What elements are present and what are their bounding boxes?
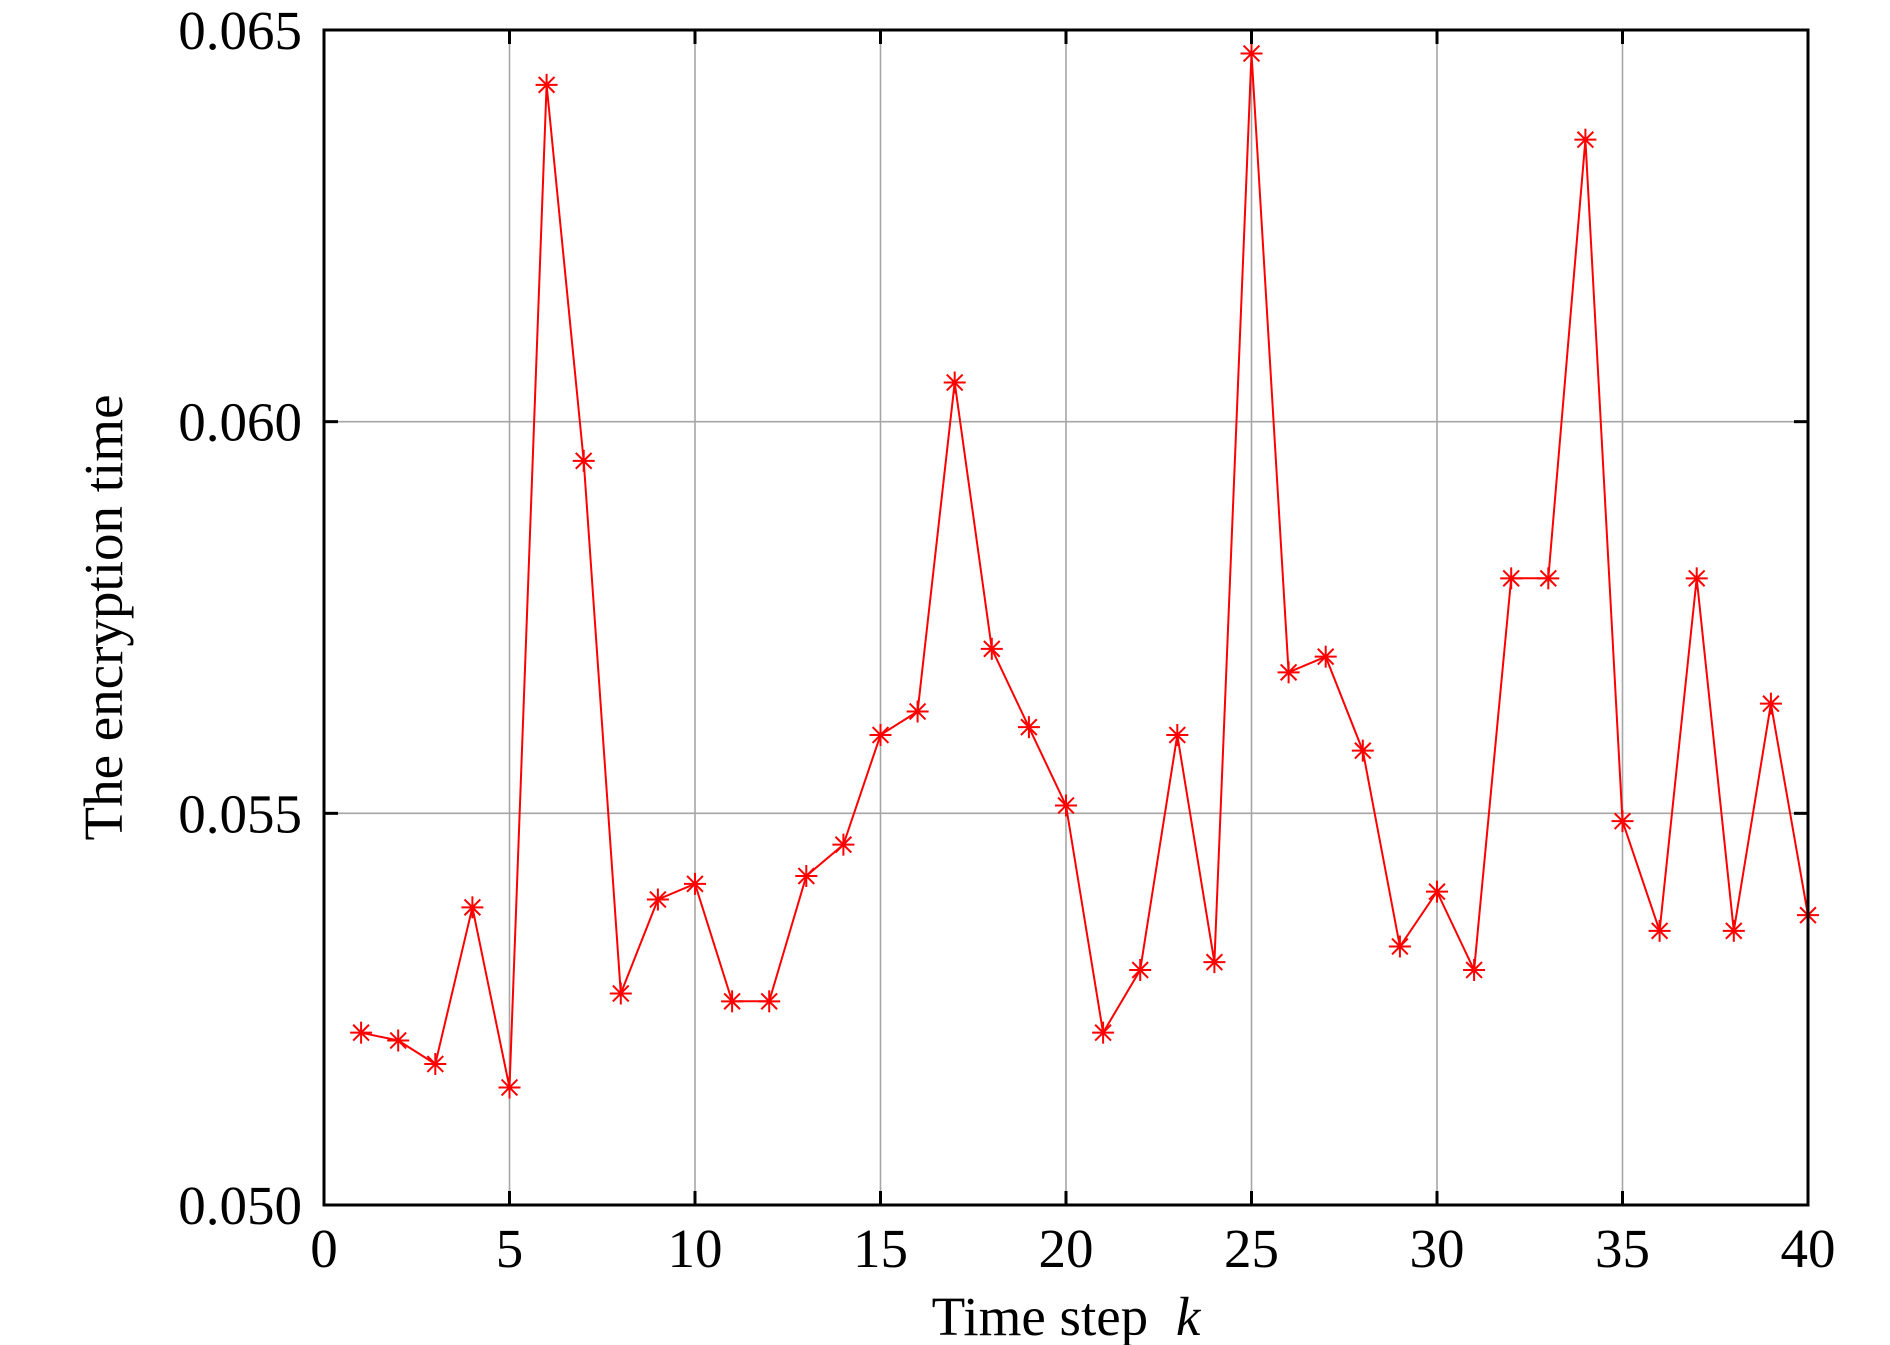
data-point-marker — [535, 73, 558, 96]
data-point-marker — [1166, 724, 1189, 746]
x-tick-label: 5 — [496, 1218, 524, 1279]
data-point-marker — [1500, 567, 1523, 590]
data-point-marker — [1685, 567, 1708, 590]
x-tick-label: 30 — [1410, 1218, 1465, 1279]
data-point-marker — [721, 990, 744, 1013]
y-tick-label: 0.055 — [178, 783, 302, 844]
data-point-marker — [646, 888, 669, 911]
x-tick-label: 15 — [853, 1218, 908, 1279]
x-tick-label: 10 — [668, 1218, 723, 1279]
data-point-marker — [1055, 794, 1077, 817]
data-point-marker — [1277, 661, 1300, 684]
x-tick-label: 25 — [1224, 1218, 1279, 1279]
y-tick-label: 0.065 — [178, 0, 302, 61]
data-point-marker — [906, 700, 929, 723]
data-point-marker — [387, 1029, 410, 1052]
data-point-marker — [461, 896, 484, 919]
y-tick-labels: 0.050 0.055 0.060 0.065 — [178, 0, 302, 1236]
data-point-marker — [684, 872, 706, 895]
x-tick-label: 20 — [1039, 1218, 1094, 1279]
x-tick-label: 40 — [1781, 1218, 1836, 1279]
data-point-marker — [1537, 567, 1560, 590]
data-point-marker — [1574, 128, 1597, 151]
data-point-marker — [1351, 739, 1374, 762]
x-tick-labels: 0 5 10 15 20 25 30 35 40 — [310, 1218, 1835, 1279]
series-line — [360, 53, 1809, 1088]
data-point-marker — [1759, 692, 1782, 715]
data-point-marker — [1092, 1021, 1115, 1044]
data-point-marker — [498, 1076, 521, 1099]
data-point-marker — [1722, 919, 1745, 942]
data-point-marker — [1017, 716, 1040, 739]
data-point-marker — [1648, 919, 1671, 942]
data-point-marker — [1611, 810, 1634, 833]
data-series — [350, 42, 1819, 1099]
data-point-marker — [1203, 951, 1226, 974]
x-tick-label: 35 — [1595, 1218, 1650, 1279]
data-point-marker — [1426, 880, 1448, 903]
grid-lines — [324, 30, 1808, 1205]
data-point-marker — [572, 449, 595, 472]
data-point-marker — [1129, 959, 1152, 981]
x-axis-title: Time step k — [932, 1286, 1202, 1345]
y-tick-label: 0.060 — [178, 392, 302, 453]
y-tick-label: 0.050 — [178, 1175, 302, 1236]
data-point-marker — [795, 865, 818, 887]
axis-ticks — [322, 28, 1810, 1207]
data-point-marker — [609, 982, 632, 1005]
x-axis-title-var: k — [1176, 1286, 1202, 1345]
y-axis-title: The encryption time — [73, 395, 134, 841]
data-point-marker — [424, 1053, 447, 1075]
data-point-marker — [1388, 935, 1411, 958]
data-point-marker — [350, 1021, 373, 1044]
data-point-marker — [869, 724, 892, 746]
data-point-marker — [980, 637, 1003, 660]
data-point-marker — [758, 990, 781, 1013]
x-tick-label: 0 — [310, 1218, 338, 1279]
data-point-marker — [1463, 959, 1486, 981]
data-point-marker — [1314, 645, 1337, 668]
data-point-marker — [832, 833, 855, 856]
data-point-marker — [943, 371, 966, 394]
data-point-marker — [1240, 42, 1263, 65]
x-axis-title-text: Time step — [932, 1286, 1148, 1345]
